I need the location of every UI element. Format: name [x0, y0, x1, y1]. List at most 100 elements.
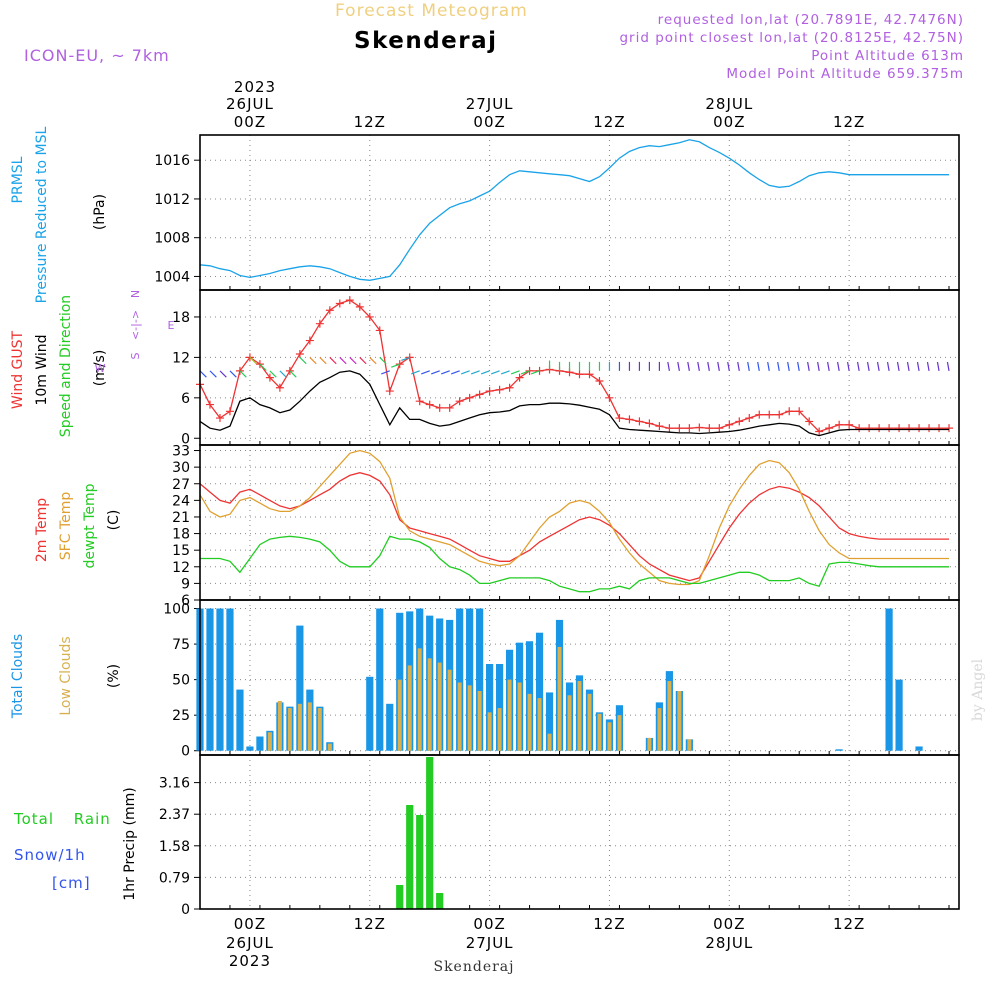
precip-ylabel: Total Rain Snow/1h [cm] 1hr Precip (mm) [13, 787, 138, 900]
gust-marker [605, 393, 614, 402]
bar-total-clouds [456, 608, 464, 751]
bar-low-clouds [477, 691, 482, 751]
bar-low-clouds [577, 681, 582, 751]
wind-arrow [737, 361, 740, 371]
top-hour-label: 00Z [713, 113, 745, 131]
top-year-label: 2023 [234, 78, 276, 96]
wind-arrow [209, 370, 217, 378]
gust-marker [335, 299, 344, 308]
bar-total-clouds [486, 663, 494, 751]
bar-total-clouds [206, 608, 214, 751]
wind-arrow [896, 361, 900, 371]
gust-marker [815, 427, 824, 436]
gust-marker [265, 373, 274, 382]
wind-arrow [886, 361, 890, 371]
precip-unit: 1hr Precip (mm) [122, 787, 138, 900]
gust-marker [215, 414, 224, 423]
ytick-label: 1008 [154, 231, 190, 247]
bar-low-clouds [287, 708, 292, 751]
gust-marker [225, 407, 234, 416]
bar-total-clouds [376, 608, 384, 751]
series-line-sfc-temp [199, 449, 949, 586]
wind-arrow [757, 361, 760, 371]
wind-arrow [510, 370, 520, 375]
temp-unit: (C) [106, 510, 122, 531]
panel-frame [199, 444, 960, 601]
gust-marker [885, 424, 894, 433]
ytick-label: 1.58 [159, 839, 190, 855]
wind-ylabel: Wind GUST 10m Wind Speed and Direction (… [10, 290, 175, 437]
bottom-date-label: 26JUL [226, 934, 274, 952]
gust-marker [625, 415, 634, 424]
bar-total-clouds [216, 608, 224, 751]
ytick-label: 50 [172, 673, 190, 689]
clouds-ylabel-low: Low Clouds [58, 636, 74, 715]
clouds-ylabel: Total Clouds Low Clouds (%) [10, 634, 122, 719]
ytick-label: 6 [181, 593, 190, 609]
bar-low-clouds [407, 665, 412, 751]
top-date-label: 28JUL [705, 95, 753, 113]
ytick-label: 33 [172, 444, 190, 460]
wind-arrow [381, 370, 390, 375]
compass-rose: W <-|-> N S E [95, 290, 175, 375]
wind-arrow [299, 356, 307, 365]
gust-marker [765, 410, 774, 419]
wind-arrow [319, 356, 327, 365]
wind-arrow [926, 361, 930, 371]
bottom-hour-label: 00Z [473, 915, 505, 933]
wind-arrow [827, 361, 830, 371]
wind-arrow [431, 370, 440, 375]
model-label: ICON-EU, ~ 7km [24, 46, 170, 65]
bar-low-clouds [597, 713, 602, 751]
wind-arrow [520, 370, 530, 375]
gust-marker [915, 424, 924, 433]
gust-marker [615, 414, 624, 423]
wind-unit: (m/s) [92, 350, 108, 387]
gust-marker [755, 410, 764, 419]
gust-marker [715, 424, 724, 433]
bar-total-clouds [236, 689, 244, 751]
wind-arrow [936, 361, 940, 371]
top-hour-label: 12Z [833, 113, 865, 131]
gust-marker [315, 319, 324, 328]
precip-ylabel-cm: [cm] [52, 874, 91, 892]
ytick-label: 2.37 [159, 807, 190, 823]
wind-arrow [916, 361, 920, 371]
wind-arrow [480, 370, 490, 375]
gust-marker [585, 370, 594, 379]
bar-total-clouds [885, 608, 893, 751]
bar-low-clouds [307, 702, 312, 751]
bar-low-clouds [677, 691, 682, 751]
wind-arrow [289, 370, 297, 378]
temperature-ylabel: 2m Temp SFC Temp dewpt Temp (C) [34, 483, 122, 568]
bar-low-clouds [267, 732, 272, 751]
ytick-label: 1004 [154, 269, 190, 285]
bar-low-clouds [547, 733, 552, 751]
wind-arrow [339, 356, 347, 365]
wind-ylabel-10m: 10m Wind [34, 334, 50, 405]
wind-arrow [199, 370, 207, 378]
ytick-label: 0.79 [159, 870, 190, 886]
gust-marker [425, 400, 434, 409]
top-hour-label: 00Z [234, 113, 266, 131]
wind-arrow [401, 356, 410, 362]
bar-low-clouds [447, 669, 452, 751]
location-title: Skenderaj [354, 28, 498, 54]
ytick-label: 25 [172, 708, 190, 724]
temp-ylabel-2m: 2m Temp [34, 498, 50, 562]
bar-low-clouds [617, 715, 622, 751]
bottom-hour-label: 12Z [593, 915, 625, 933]
gust-marker [275, 383, 284, 392]
compass-e: E [168, 319, 175, 332]
gust-marker [205, 400, 214, 409]
gust-marker [805, 417, 814, 426]
panel-frame [199, 754, 960, 910]
bar-total-clouds [366, 676, 374, 751]
ytick-label: 21 [172, 510, 190, 526]
wind-arrow [807, 361, 810, 371]
bar-low-clouds [507, 679, 512, 751]
wind-arrow [837, 361, 840, 371]
meteogram-subtitle: Forecast Meteogram [335, 1, 528, 21]
gust-marker [475, 390, 484, 399]
